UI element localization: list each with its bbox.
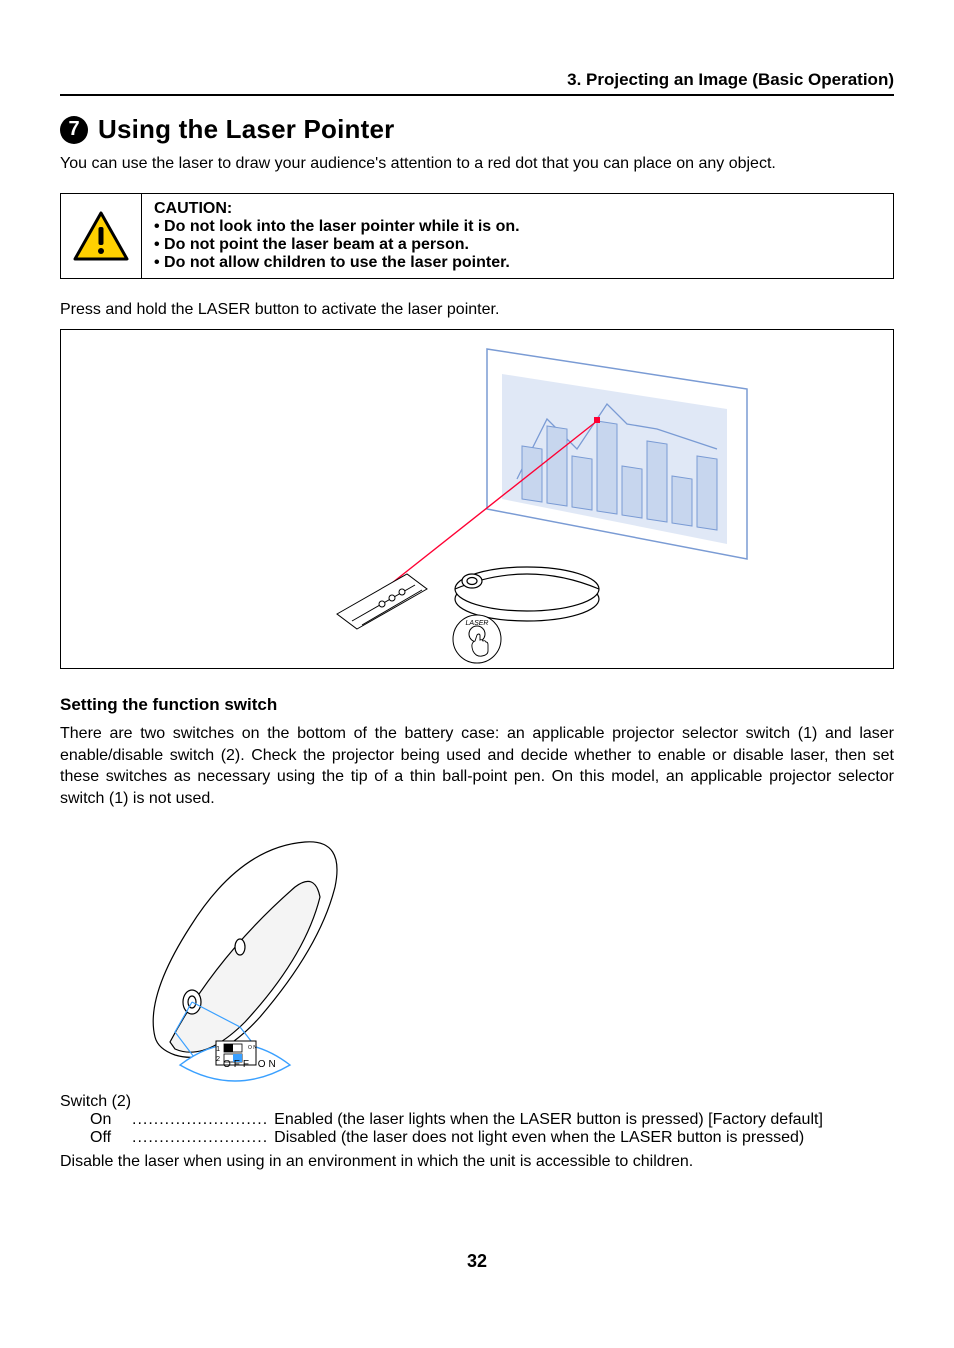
leader-dots: ......................... <box>132 1111 268 1129</box>
switch-line: Switch (2) <box>60 1093 894 1111</box>
caution-item: Do not allow children to use the laser p… <box>154 254 520 272</box>
switch-def-row: On ......................... Enabled (th… <box>90 1111 894 1129</box>
switch-def-key: Off <box>90 1129 132 1147</box>
caution-icon-cell <box>61 194 141 278</box>
svg-text:2: 2 <box>216 1056 220 1063</box>
switch-def-value: Disabled (the laser does not light even … <box>274 1129 804 1147</box>
header-rule <box>60 94 894 96</box>
function-switch-heading: Setting the function switch <box>60 695 894 715</box>
intro-paragraph: You can use the laser to draw your audie… <box>60 155 894 173</box>
svg-text:1: 1 <box>216 1046 220 1053</box>
off-on-label: OFF ON <box>223 1059 279 1070</box>
svg-text:O N: O N <box>248 1045 257 1051</box>
leader-dots: ......................... <box>132 1129 268 1147</box>
caution-heading: CAUTION: <box>154 200 520 218</box>
caution-item: Do not look into the laser pointer while… <box>154 218 520 236</box>
function-switch-paragraph: There are two switches on the bottom of … <box>60 723 894 809</box>
section-number-badge: 7 <box>60 116 88 144</box>
manual-page: 3. Projecting an Image (Basic Operation)… <box>0 0 954 1312</box>
switch-def-key: On <box>90 1111 132 1129</box>
section-header: 3. Projecting an Image (Basic Operation) <box>60 70 894 94</box>
caution-box: CAUTION: Do not look into the laser poin… <box>60 193 894 279</box>
press-instruction: Press and hold the LASER button to activ… <box>60 301 894 319</box>
laser-illustration: LASER <box>60 329 894 669</box>
caution-item: Do not point the laser beam at a person. <box>154 236 520 254</box>
switch-def-row: Off ......................... Disabled (… <box>90 1129 894 1147</box>
laser-button-label: LASER <box>466 620 489 627</box>
switch-def-value: Enabled (the laser lights when the LASER… <box>274 1111 823 1129</box>
caution-text: CAUTION: Do not look into the laser poin… <box>141 194 532 278</box>
page-title-row: 7 Using the Laser Pointer <box>60 114 894 145</box>
disable-note: Disable the laser when using in an envir… <box>60 1153 894 1171</box>
page-title: Using the Laser Pointer <box>98 114 394 145</box>
remote-figure: 1 2 O N OFF ON <box>120 827 380 1087</box>
page-number: 32 <box>60 1251 894 1272</box>
caution-list: Do not look into the laser pointer while… <box>154 218 520 272</box>
warning-icon <box>73 211 129 261</box>
